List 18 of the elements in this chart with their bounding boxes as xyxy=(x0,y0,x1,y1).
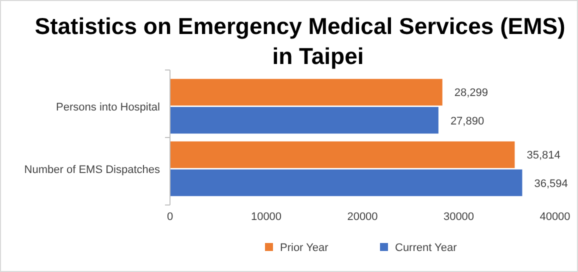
data-label: 28,299 xyxy=(454,87,488,100)
x-tick-label: 20000 xyxy=(347,211,378,223)
bar xyxy=(170,141,515,168)
x-tick-label: 0 xyxy=(166,211,174,223)
x-tick-label: 40000 xyxy=(540,211,570,223)
bar xyxy=(170,78,442,106)
legend-label: Prior Year xyxy=(280,242,329,254)
y-tick-label: Persons into Hospital xyxy=(56,101,160,114)
legend-label: Current Year xyxy=(395,242,458,254)
x-tick-label: 30000 xyxy=(443,211,474,223)
data-label: 36,594 xyxy=(534,178,568,190)
chart-title: Statistics on Emergency Medical Services (EMS) in Taipei xyxy=(34,13,566,69)
data-label: 27,890 xyxy=(450,115,484,128)
x-tick-label: 10000 xyxy=(250,211,282,223)
bar xyxy=(170,169,522,196)
data-label: 35,814 xyxy=(526,150,560,162)
bar xyxy=(170,106,438,134)
y-tick-label: Number of EMS Dispatches xyxy=(24,164,160,176)
